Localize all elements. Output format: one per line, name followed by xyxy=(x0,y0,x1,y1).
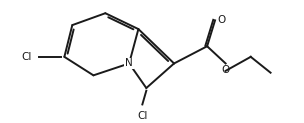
Text: O: O xyxy=(222,65,230,75)
Text: Cl: Cl xyxy=(137,111,147,121)
Text: Cl: Cl xyxy=(21,52,31,62)
Text: N: N xyxy=(125,58,133,68)
Text: O: O xyxy=(218,15,226,25)
